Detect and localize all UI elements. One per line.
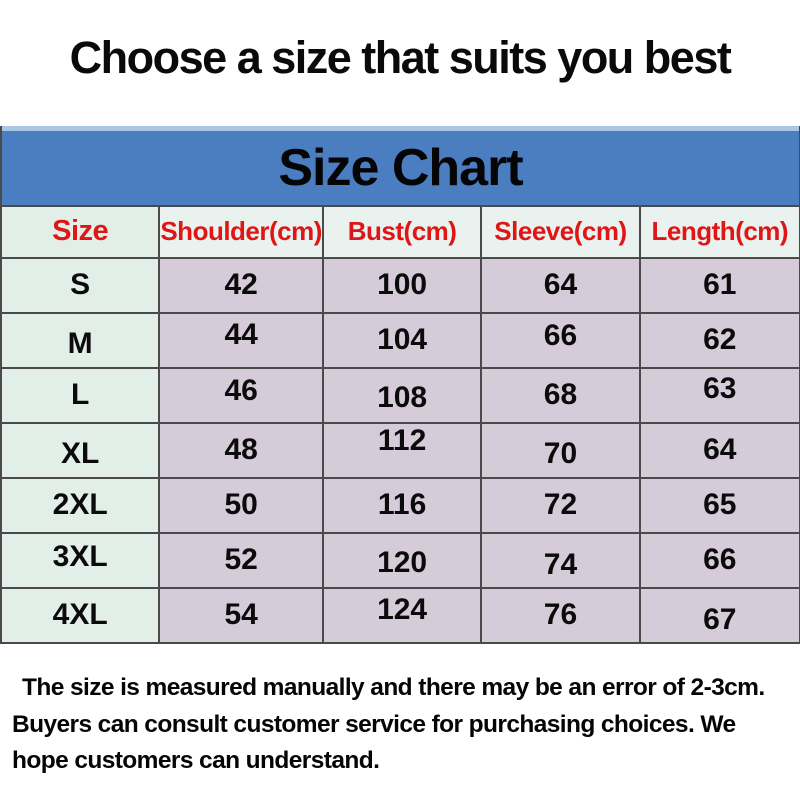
value-cell: 70 [482, 423, 641, 479]
column-header-bust: Bust(cm) [323, 206, 483, 259]
size-chart-header-band: Size Chart [2, 130, 799, 207]
value-cell: 74 [482, 533, 641, 589]
value-cell: 76 [482, 588, 641, 644]
sleeve-value: 72 [543, 488, 578, 522]
size-chart-grid: Size Shoulder(cm) Bust(cm) Sleeve(cm) Le… [2, 206, 799, 644]
column-header-label: Shoulder(cm) [160, 216, 322, 247]
column-header-size: Size [2, 206, 161, 259]
column-header-label: Size [52, 215, 109, 248]
page-title: Choose a size that suits you best [69, 32, 732, 83]
value-cell: 48 [160, 423, 324, 479]
sleeve-value: 74 [543, 548, 578, 582]
shoulder-value: 54 [224, 598, 258, 632]
bust-value: 100 [377, 268, 428, 302]
value-cell: 124 [323, 588, 483, 644]
size-label: L [71, 378, 90, 412]
size-label-cell: 4XL [2, 588, 161, 644]
table-top-accent-line [2, 125, 799, 131]
shoulder-value: 46 [224, 374, 258, 408]
column-header-label: Sleeve(cm) [494, 216, 627, 247]
value-cell: 63 [640, 368, 799, 424]
column-header-shoulder: Shoulder(cm) [160, 206, 324, 259]
sleeve-value: 70 [543, 437, 578, 471]
length-value: 61 [703, 268, 737, 302]
bust-value: 116 [377, 488, 427, 522]
value-cell: 67 [640, 588, 799, 644]
shoulder-value: 50 [224, 488, 258, 522]
sleeve-value: 68 [543, 378, 578, 412]
value-cell: 100 [323, 258, 483, 314]
size-label: 3XL [52, 540, 108, 574]
value-cell: 112 [323, 423, 483, 479]
size-label: 4XL [52, 598, 108, 632]
column-header-length: Length(cm) [640, 206, 799, 259]
sleeve-value: 66 [543, 319, 578, 353]
shoulder-value: 48 [224, 433, 258, 467]
sleeve-value: 64 [543, 268, 578, 302]
value-cell: 46 [160, 368, 324, 424]
value-cell: 104 [323, 313, 483, 369]
size-label-cell: 2XL [2, 478, 161, 534]
shoulder-value: 42 [224, 268, 258, 302]
value-cell: 62 [640, 313, 799, 369]
column-header-label: Length(cm) [651, 216, 789, 247]
length-value: 66 [703, 543, 737, 577]
shoulder-value: 52 [224, 543, 258, 577]
value-cell: 42 [160, 258, 324, 314]
bust-value: 108 [377, 381, 428, 415]
size-label: S [70, 268, 91, 302]
size-label-cell: S [2, 258, 161, 314]
sleeve-value: 76 [543, 598, 578, 632]
bust-value: 124 [377, 593, 428, 627]
value-cell: 66 [640, 533, 799, 589]
size-chart-table: Size Chart Size Shoulder(cm) Bust(cm) Sl… [0, 125, 800, 644]
size-label: M [67, 327, 93, 361]
measurement-disclaimer: The size is measured manually and there … [12, 673, 765, 775]
shoulder-value: 44 [224, 318, 258, 352]
length-value: 62 [703, 323, 737, 357]
value-cell: 120 [323, 533, 483, 589]
size-chart-title: Size Chart [278, 138, 523, 197]
value-cell: 54 [160, 588, 324, 644]
value-cell: 68 [482, 368, 641, 424]
value-cell: 44 [160, 313, 324, 369]
value-cell: 50 [160, 478, 324, 534]
value-cell: 64 [482, 258, 641, 314]
length-value: 64 [703, 433, 737, 467]
length-value: 63 [703, 372, 737, 406]
value-cell: 72 [482, 478, 641, 534]
length-value: 67 [703, 603, 737, 637]
value-cell: 66 [482, 313, 641, 369]
size-label-cell: L [2, 368, 161, 424]
column-header-sleeve: Sleeve(cm) [482, 206, 641, 259]
column-header-label: Bust(cm) [347, 216, 457, 247]
value-cell: 64 [640, 423, 799, 479]
length-value: 65 [703, 488, 737, 522]
size-label: XL [61, 437, 100, 471]
bust-value: 104 [377, 323, 428, 357]
bust-value: 112 [377, 424, 427, 458]
value-cell: 108 [323, 368, 483, 424]
value-cell: 52 [160, 533, 324, 589]
size-label: 2XL [52, 488, 108, 522]
size-label-cell: 3XL [2, 533, 161, 589]
value-cell: 61 [640, 258, 799, 314]
size-label-cell: M [2, 313, 161, 369]
size-label-cell: XL [2, 423, 161, 479]
value-cell: 65 [640, 478, 799, 534]
bust-value: 120 [377, 546, 428, 580]
value-cell: 116 [323, 478, 483, 534]
